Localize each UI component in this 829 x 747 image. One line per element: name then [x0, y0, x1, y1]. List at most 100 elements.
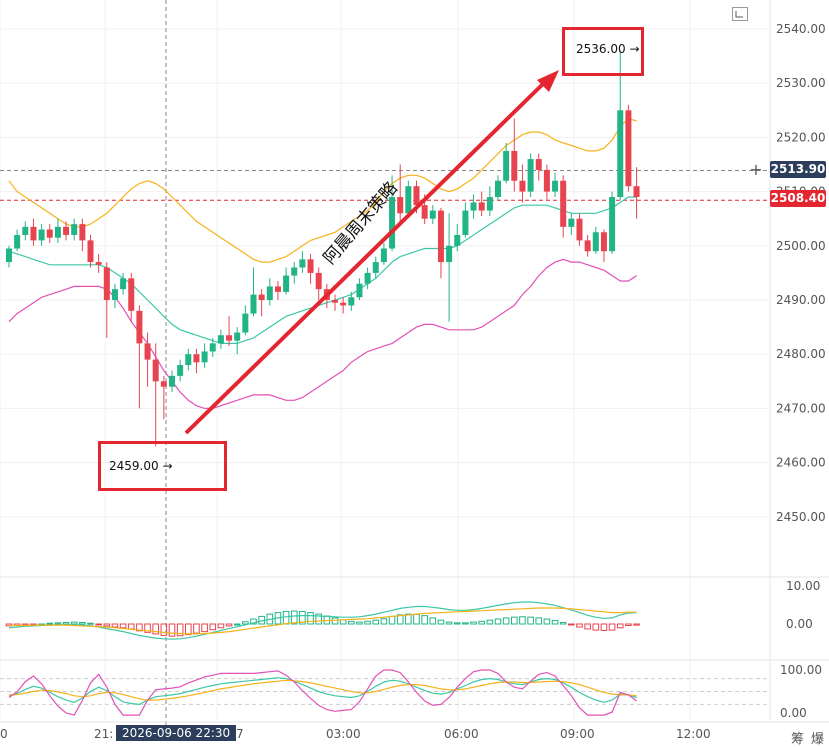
add-price-alert-button[interactable]: +: [749, 160, 763, 179]
candle-body: [87, 240, 94, 263]
macd-histogram-bar: [348, 620, 355, 625]
macd-histogram-bar: [315, 613, 322, 625]
macd-histogram-bar: [62, 621, 70, 625]
candle-body: [503, 150, 510, 181]
candle-body: [177, 365, 184, 376]
macd-histogram-bar: [242, 621, 249, 625]
macd-histogram-bar: [79, 621, 86, 625]
candle-body: [609, 197, 616, 252]
macd-histogram-bar: [225, 623, 233, 627]
candle-body: [201, 351, 208, 363]
macd-histogram-bar: [445, 621, 453, 625]
candle-body: [592, 232, 599, 252]
macd-histogram-bar: [600, 623, 608, 631]
macd-histogram-bar: [209, 623, 217, 631]
candle-body: [169, 375, 175, 387]
candle-body: [535, 159, 542, 170]
macd-histogram-bar: [160, 623, 168, 636]
candle-body: [495, 180, 501, 198]
macd-histogram-bar: [429, 617, 437, 625]
candle-body: [617, 110, 624, 198]
candle-body: [527, 159, 534, 192]
candle-body: [79, 224, 86, 241]
macd-histogram-bar: [356, 621, 363, 625]
y-tick-label: 2540.00: [776, 22, 826, 36]
low-annotation-box: [98, 441, 227, 491]
macd-dif-line: [8, 601, 637, 640]
macd-histogram-bar: [233, 623, 241, 626]
macd-histogram-bar: [616, 623, 624, 629]
macd-histogram-bar: [144, 623, 151, 633]
candle-body: [519, 180, 526, 192]
macd-histogram-bar: [290, 610, 298, 625]
candle-body: [584, 240, 591, 252]
candle-body: [380, 248, 387, 263]
macd-histogram-bar: [559, 621, 567, 625]
candle-body: [600, 232, 607, 252]
candle-body: [478, 202, 485, 211]
macd-histogram-bar: [421, 615, 428, 625]
candle-body: [560, 180, 567, 227]
macd-histogram-bar: [168, 623, 176, 637]
expand-icon[interactable]: [732, 7, 748, 21]
macd-histogram-bar: [551, 620, 559, 625]
candle-body: [446, 245, 453, 263]
macd-histogram-bar: [299, 610, 306, 625]
macd-histogram-bar: [380, 618, 388, 625]
candle-body: [307, 259, 314, 273]
macd-dea-line: [9, 607, 637, 635]
settings-icon[interactable]: 筹: [791, 732, 805, 747]
macd-histogram-bar: [413, 614, 420, 625]
right-arrow-icon: →: [158, 459, 173, 473]
candle-body: [315, 272, 322, 290]
candle-body: [226, 335, 233, 341]
macd-histogram-bar: [470, 621, 477, 625]
macd-histogram-bar: [54, 622, 62, 625]
candle-body: [95, 262, 102, 265]
candle-body: [234, 332, 241, 341]
macd-histogram-bar: [453, 622, 461, 625]
current-price-tag: 2508.40: [770, 190, 826, 207]
y-tick-label: 2460.00: [776, 456, 826, 470]
macd-y-tick-label: 10.00: [786, 579, 820, 593]
candle-body: [63, 226, 70, 235]
macd-histogram-bar: [405, 613, 412, 625]
candle-body: [625, 110, 632, 187]
macd-histogram-bar: [201, 623, 208, 633]
macd-histogram-bar: [568, 623, 575, 626]
candle-body: [111, 289, 118, 300]
macd-histogram-bar: [136, 623, 143, 632]
burst-icon[interactable]: 爆: [811, 732, 825, 747]
trend-arrow-line: [184, 77, 550, 435]
macd-histogram-bar: [625, 623, 632, 627]
kdj-j-line: [8, 669, 637, 716]
candle-body: [136, 310, 143, 344]
candle-body: [217, 335, 224, 344]
candle-body: [258, 294, 265, 300]
macd-histogram-bar: [519, 616, 526, 625]
x-tick-label: 21:: [94, 727, 113, 741]
candle-body: [543, 169, 550, 192]
x-tick-label: 03:00: [326, 727, 361, 741]
candle-body: [576, 218, 583, 241]
candle-body: [462, 210, 469, 235]
candle-body: [470, 202, 477, 211]
low-annotation-label: 2459.00 →: [109, 459, 173, 473]
kdj-d-line: [8, 679, 637, 701]
macd-histogram-bar: [437, 619, 445, 625]
macd-histogram-bar: [103, 623, 111, 627]
macd-histogram-bar: [307, 612, 314, 625]
y-tick-label: 2500.00: [776, 239, 826, 253]
candle-body: [14, 234, 21, 249]
bollinger-lower-line: [8, 258, 637, 409]
candle-body: [397, 197, 404, 214]
candle-body: [283, 275, 290, 292]
macd-histogram-bar: [396, 614, 404, 625]
candle-body: [389, 197, 396, 249]
kdj-k-line: [8, 677, 637, 706]
macd-histogram-bar: [176, 623, 184, 637]
crosshair-date-label: 2026-09-06 22:30: [116, 725, 237, 741]
candle-body: [429, 210, 436, 219]
macd-histogram-bar: [478, 620, 485, 625]
